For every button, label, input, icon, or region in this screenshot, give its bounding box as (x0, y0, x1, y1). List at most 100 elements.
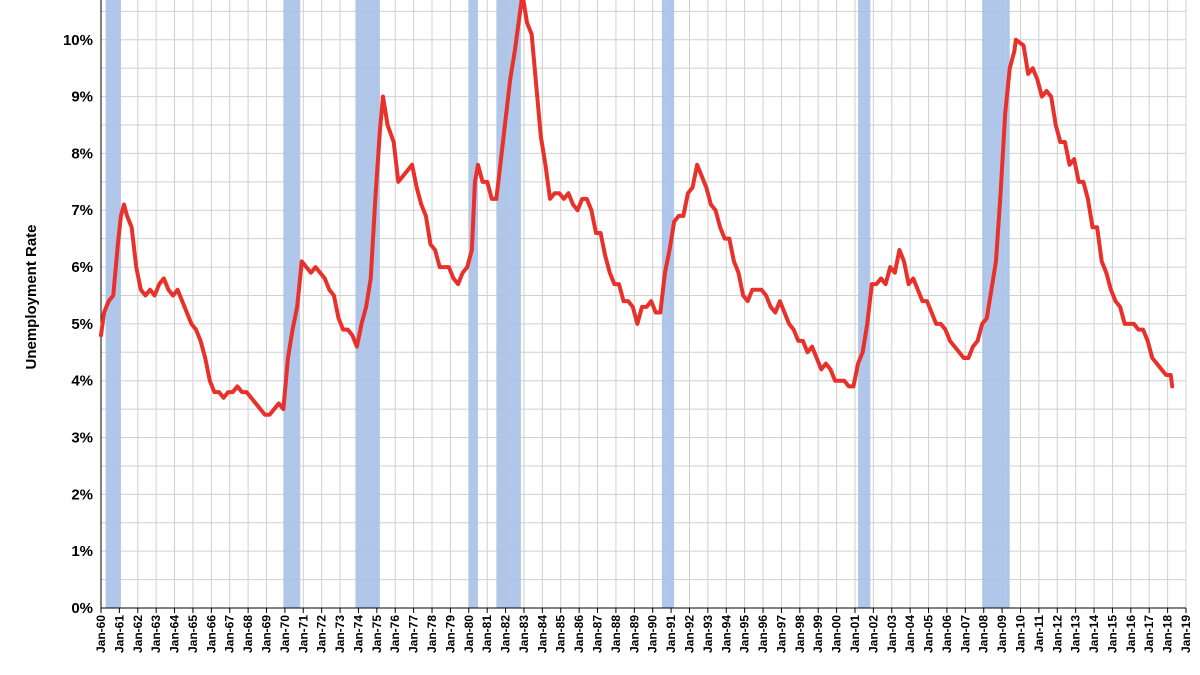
data-point (477, 163, 479, 166)
x-tick-label: Jan-64 (168, 615, 182, 653)
data-point (254, 402, 257, 405)
data-point (140, 288, 142, 291)
y-tick-label: 8% (71, 145, 93, 162)
data-point (825, 362, 827, 365)
data-point (650, 300, 652, 302)
data-point (199, 340, 202, 342)
data-point (659, 311, 662, 314)
data-point (420, 203, 423, 206)
data-point (245, 391, 248, 393)
data-point (999, 192, 1002, 194)
data-point (1128, 323, 1131, 325)
data-point (369, 277, 372, 280)
x-tick-label: Jan-01 (848, 615, 862, 653)
x-tick-label: Jan-09 (995, 615, 1009, 653)
data-point (429, 243, 432, 246)
data-point (486, 181, 488, 183)
data-point (871, 283, 873, 285)
data-point (360, 323, 363, 325)
data-point (567, 192, 570, 194)
data-point (875, 283, 878, 285)
data-point (167, 288, 170, 291)
data-point (190, 323, 193, 325)
data-point (907, 283, 910, 285)
data-point (135, 266, 138, 268)
x-tick-label: Jan-63 (149, 615, 163, 653)
data-point (898, 249, 901, 251)
data-point (985, 317, 988, 320)
data-point (236, 385, 239, 388)
data-point (126, 215, 128, 217)
data-point (130, 226, 133, 229)
data-point (553, 192, 556, 194)
data-point (397, 181, 400, 183)
data-point (386, 124, 389, 126)
data-point (1110, 288, 1112, 291)
data-point (586, 198, 588, 200)
data-point (346, 328, 349, 331)
data-point (530, 33, 533, 35)
x-tick-label: Jan-05 (922, 615, 936, 653)
data-point (273, 408, 275, 410)
y-tick-label: 0% (71, 600, 93, 617)
data-point (365, 306, 367, 308)
x-tick-label: Jan-88 (609, 615, 623, 653)
data-point (595, 232, 597, 234)
data-point (181, 300, 184, 302)
data-point (618, 283, 620, 285)
data-point (540, 135, 542, 138)
y-tick-label: 4% (71, 373, 93, 390)
data-point (351, 334, 354, 337)
x-tick-label: Jan-14 (1087, 615, 1101, 653)
data-point (474, 181, 476, 183)
data-point (940, 323, 942, 325)
x-tick-label: Jan-71 (296, 615, 310, 653)
data-point (333, 294, 335, 297)
data-point (319, 271, 321, 274)
series-layer (99, 0, 1175, 417)
data-point (604, 254, 606, 257)
data-point (645, 306, 648, 308)
data-point (500, 158, 502, 160)
data-point (912, 277, 915, 280)
x-tick-label: Jan-03 (885, 615, 899, 653)
data-point (1077, 181, 1080, 183)
data-point (411, 163, 413, 166)
x-tick-label: Jan-08 (977, 615, 991, 653)
data-point (687, 192, 689, 194)
data-point (677, 215, 680, 217)
data-point (981, 323, 983, 325)
data-point (1137, 328, 1140, 331)
recession-band (661, 0, 675, 608)
data-point (1165, 374, 1167, 376)
data-point (328, 288, 331, 291)
recession-bands (105, 0, 1010, 608)
data-point (1100, 260, 1103, 263)
data-point (300, 260, 303, 263)
data-point (305, 266, 308, 268)
data-point (723, 237, 726, 240)
data-point (622, 300, 625, 302)
data-point (627, 300, 629, 302)
data-point (608, 271, 611, 274)
data-point (509, 78, 511, 81)
recession-band (105, 0, 121, 608)
data-point (1031, 67, 1034, 69)
data-point (1087, 198, 1089, 200)
data-point (466, 266, 469, 268)
data-point (504, 118, 507, 121)
x-tick-label: Jan-85 (554, 615, 568, 653)
data-point (296, 306, 298, 308)
data-point (1045, 90, 1048, 92)
x-tick-label: Jan-75 (370, 615, 384, 653)
data-point (834, 379, 836, 382)
data-point (737, 271, 740, 274)
data-point (495, 198, 498, 200)
x-tick-label: Jan-96 (756, 615, 770, 653)
x-tick-label: Jan-82 (499, 615, 513, 653)
y-tick-label: 1% (71, 543, 93, 560)
data-point (323, 277, 326, 280)
data-point (921, 300, 924, 302)
data-point (1091, 226, 1094, 229)
data-point (714, 209, 717, 212)
